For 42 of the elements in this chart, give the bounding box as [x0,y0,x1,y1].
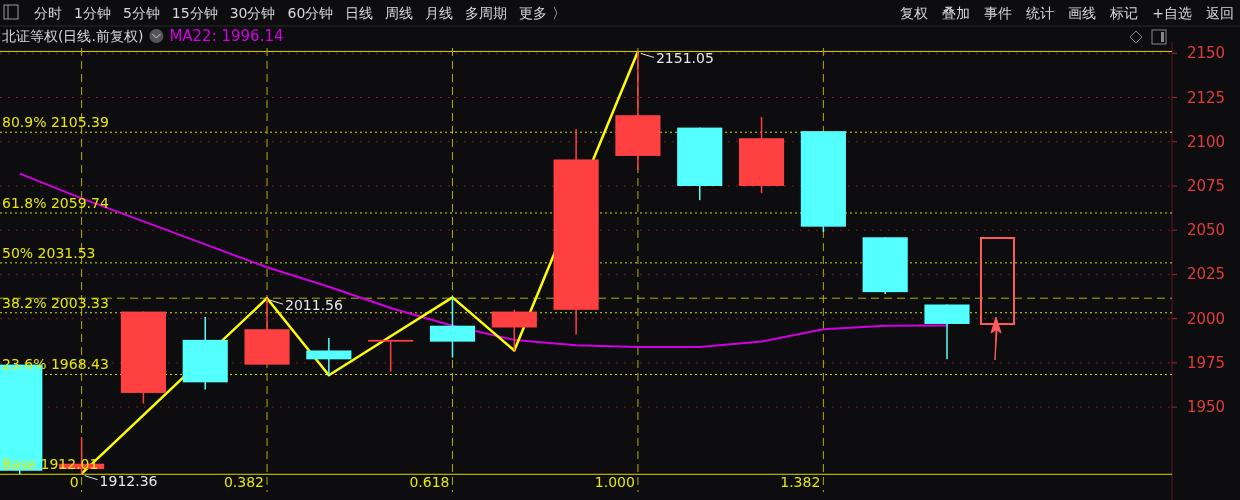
text: 5分钟 [122,5,160,21]
text: 标记 [1109,5,1139,21]
y-tick-label: 1975 [1186,353,1226,372]
ref-line-label: 80.9% 2105.39 [2,114,109,131]
text: 分时 [34,5,62,21]
annotation: 1.382 [780,474,821,490]
text: MA22: 1996.14 [169,27,284,45]
text: 月线 [425,5,454,21]
text: 30分钟 [229,5,276,21]
annotation: 2151.05 [655,50,714,67]
text: 画线 [1068,5,1097,21]
candlestick [368,339,414,373]
y-tick-label: 1950 [1186,398,1226,417]
y-tick-label: 2150 [1186,44,1226,63]
ref-line-label: 50% 2031.53 [2,244,96,261]
y-tick-label: 2125 [1186,88,1226,107]
text: 多周期 [465,5,508,21]
text: 叠加 [942,5,971,21]
annotation: 0.618 [409,474,450,490]
text: +自选 [1152,5,1192,21]
text: 复权 [900,5,929,21]
annotation: 0.382 [223,474,265,490]
annotation: 1912.36 [99,472,158,489]
ref-line-label: 38.2% 2003.33 [2,294,109,311]
y-tick-label: 2050 [1186,221,1226,240]
annotation: 0 [69,474,79,490]
text: 15分钟 [171,5,218,21]
y-tick-label: 2100 [1186,132,1226,151]
text: 事件 [984,5,1013,21]
y-tick-label: 2000 [1186,309,1226,328]
text: 日线 [345,5,374,21]
text: 60分钟 [287,5,334,21]
y-tick-label: 2075 [1186,176,1226,195]
chart-title: 北证等权(日线.前复权) [2,28,144,44]
annotation: 2011.56 [285,297,344,314]
annotation: 1.000 [594,474,635,490]
text: 返回 [1206,5,1234,21]
text: 1分钟 [74,5,111,21]
y-tick-label: 2025 [1186,265,1226,284]
text: 周线 [385,5,414,21]
text: 更多 〉 [519,5,566,21]
text: 统计 [1026,5,1055,21]
